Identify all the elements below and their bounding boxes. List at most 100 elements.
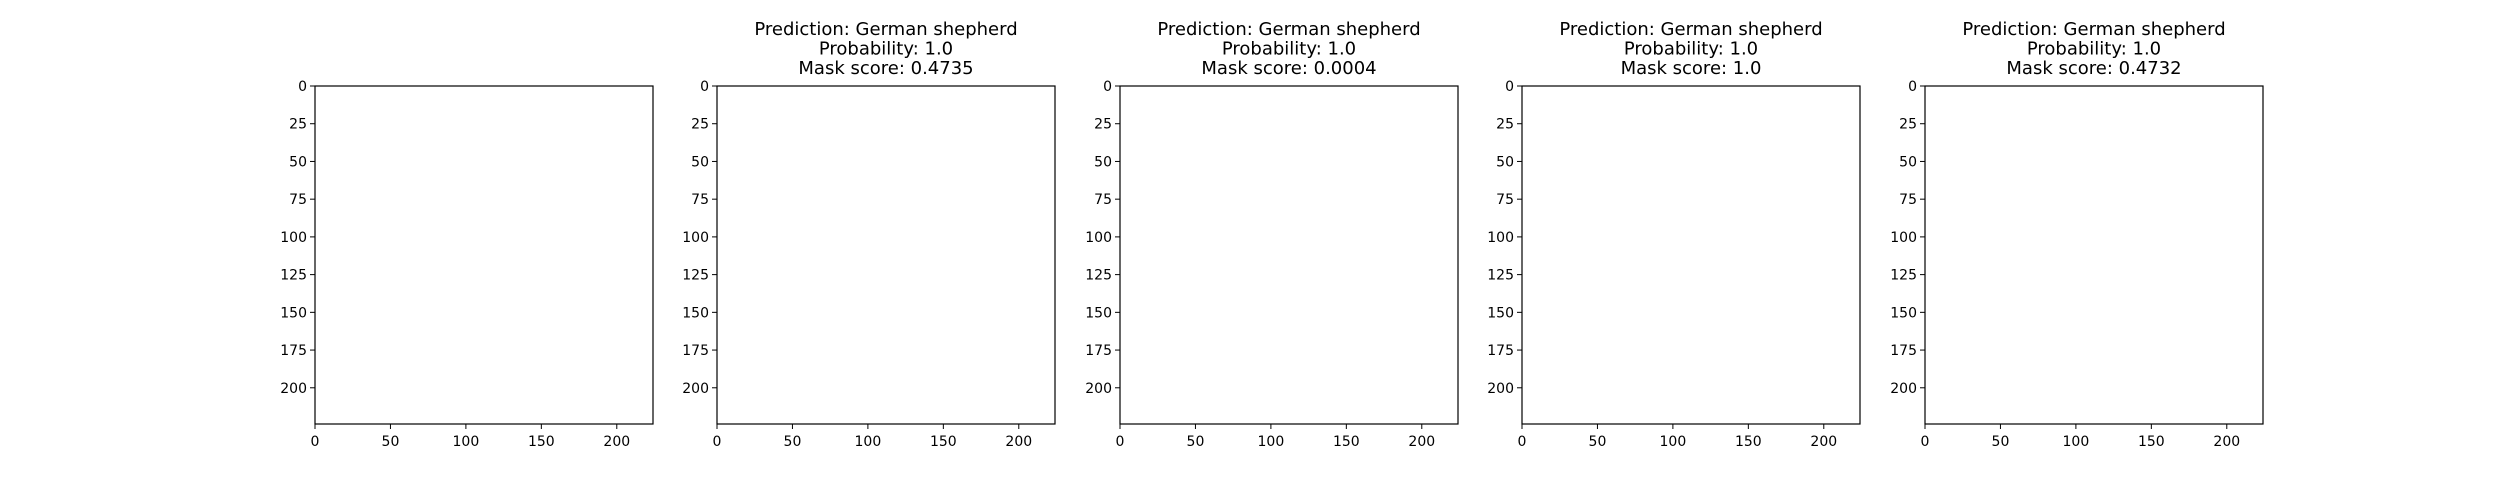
x-tick-label: 200 xyxy=(2213,434,2240,450)
y-tick-label: 25 xyxy=(1496,117,1514,133)
y-tick-label: 150 xyxy=(280,305,307,321)
x-tick-label: 50 xyxy=(1187,434,1205,450)
panel-title-line: Probability: 1.0 xyxy=(1624,39,1758,60)
grass-left-region xyxy=(315,122,445,267)
y-tick-label: 100 xyxy=(1085,230,1112,246)
panel-title-line: Probability: 1.0 xyxy=(1222,39,1356,60)
axes-frame xyxy=(1521,85,1861,425)
y-tick-label: 150 xyxy=(1487,305,1514,321)
mask-dog-region xyxy=(1277,180,1380,314)
y-tick-label: 125 xyxy=(682,268,709,284)
y-tick-label: 100 xyxy=(1890,230,1917,246)
y-tick-label: 50 xyxy=(1899,154,1917,170)
panel-title-line: Probability: 1.0 xyxy=(819,39,953,60)
y-tick-label: 200 xyxy=(1085,381,1112,397)
y-tick-label: 100 xyxy=(280,230,307,246)
x-tick-label: 100 xyxy=(1660,434,1687,450)
x-tick-label: 100 xyxy=(2063,434,2090,450)
axes-frame xyxy=(1924,85,2264,425)
x-tick-label: 50 xyxy=(382,434,400,450)
x-tick-label: 0 xyxy=(1921,434,1930,450)
y-tick-label: 50 xyxy=(289,154,307,170)
x-tick-label: 50 xyxy=(1589,434,1607,450)
segmentation-mask xyxy=(1925,86,2263,424)
mask-background xyxy=(1522,86,1860,424)
dog-photo xyxy=(315,86,653,424)
x-tick-label: 200 xyxy=(1810,434,1837,450)
mask-extra-blue-blob xyxy=(1815,229,1860,327)
dirt-road-region xyxy=(345,119,541,424)
y-tick-label: 200 xyxy=(1487,381,1514,397)
x-tick-label: 50 xyxy=(1992,434,2010,450)
panel-title-line: Prediction: German shepherd xyxy=(1157,19,1420,40)
y-tick-label: 25 xyxy=(1094,117,1112,133)
x-tick-label: 200 xyxy=(603,434,630,450)
y-tick-label: 200 xyxy=(1890,381,1917,397)
sky-region xyxy=(315,86,653,104)
y-tick-label: 0 xyxy=(1908,79,1917,95)
x-tick-label: 150 xyxy=(2138,434,2165,450)
y-tick-label: 200 xyxy=(280,381,307,397)
y-tick-label: 175 xyxy=(280,343,307,359)
axes-frame xyxy=(716,85,1056,425)
x-tick-label: 100 xyxy=(1258,434,1285,450)
y-tick-label: 25 xyxy=(1899,117,1917,133)
dog-legs xyxy=(511,252,556,279)
x-tick-label: 200 xyxy=(1408,434,1435,450)
panel-title-line: Mask score: 0.4732 xyxy=(2006,58,2181,79)
panel-1: 0 50 100 150 200 0 25 50 75 100 125 150 175 200 xyxy=(280,79,654,450)
y-tick-label: 125 xyxy=(1085,268,1112,284)
y-tick-label: 25 xyxy=(289,117,307,133)
panel-title-line: Prediction: German shepherd xyxy=(754,19,1017,40)
panel-title-line: Probability: 1.0 xyxy=(2027,39,2161,60)
x-tick-label: 200 xyxy=(1005,434,1032,450)
panel-3: Prediction: German shepherdProbability: … xyxy=(1085,19,1459,450)
y-tick-label: 150 xyxy=(1890,305,1917,321)
x-tick-label: 150 xyxy=(528,434,555,450)
y-tick-label: 0 xyxy=(1505,79,1514,95)
y-tick-label: 75 xyxy=(691,192,709,208)
mask-dog-region xyxy=(2082,180,2185,314)
x-tick-label: 150 xyxy=(1735,434,1762,450)
y-tick-label: 125 xyxy=(280,268,307,284)
x-tick-label: 0 xyxy=(1518,434,1527,450)
y-tick-label: 175 xyxy=(1890,343,1917,359)
axes-frame xyxy=(314,85,654,425)
mask-background xyxy=(1120,86,1458,424)
mask-extra-red-blob xyxy=(1763,222,1787,270)
y-tick-label: 150 xyxy=(1085,305,1112,321)
x-tick-label: 50 xyxy=(784,434,802,450)
mask-extra-red-blob xyxy=(1419,324,1458,392)
x-tick-label: 100 xyxy=(855,434,882,450)
y-tick-label: 25 xyxy=(691,117,709,133)
mask-background xyxy=(717,86,1055,424)
segmentation-mask xyxy=(717,86,1055,424)
hills-region xyxy=(315,95,653,125)
x-tick-label: 150 xyxy=(1333,434,1360,450)
y-tick-label: 75 xyxy=(1899,192,1917,208)
panel-5: Prediction: German shepherdProbability: … xyxy=(1890,19,2264,450)
y-tick-label: 50 xyxy=(1094,154,1112,170)
y-tick-label: 125 xyxy=(1487,268,1514,284)
y-tick-label: 150 xyxy=(682,305,709,321)
y-tick-label: 75 xyxy=(1496,192,1514,208)
wheat-field-region xyxy=(315,119,653,300)
panel-2: Prediction: German shepherdProbability: … xyxy=(682,19,1056,450)
y-tick-label: 175 xyxy=(1487,343,1514,359)
mask-dog-region xyxy=(874,180,977,314)
y-tick-label: 200 xyxy=(682,381,709,397)
panel-title-line: Mask score: 0.0004 xyxy=(1201,58,1376,79)
shadow-region xyxy=(315,282,653,424)
panel-title-line: Mask score: 1.0 xyxy=(1621,58,1762,79)
panel-title-line: Prediction: German shepherd xyxy=(1559,19,1822,40)
y-tick-label: 75 xyxy=(1094,192,1112,208)
grass-right-region xyxy=(481,131,653,424)
x-tick-label: 0 xyxy=(1116,434,1125,450)
dog-face xyxy=(472,210,496,240)
y-tick-label: 175 xyxy=(1085,343,1112,359)
segmentation-mask xyxy=(1522,86,1860,424)
panel-title-line: Prediction: German shepherd xyxy=(1962,19,2225,40)
panel-title-line: Mask score: 0.4735 xyxy=(798,58,973,79)
y-tick-label: 100 xyxy=(1487,230,1514,246)
